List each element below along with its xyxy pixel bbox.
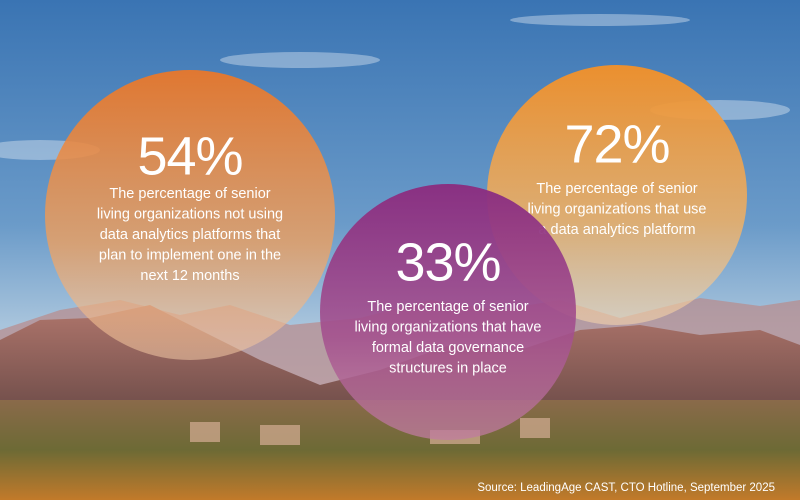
stat-description: living organizations not using bbox=[97, 206, 283, 222]
stat-value: 72% bbox=[564, 114, 669, 174]
source: Source: LeadingAge CAST, CTO Hotline, Se… bbox=[477, 482, 775, 494]
stat-value: 54% bbox=[137, 126, 242, 186]
stat-description: The percentage of senior bbox=[367, 299, 528, 315]
stat-description: living organizations that use bbox=[528, 201, 707, 217]
bubble bbox=[45, 70, 335, 360]
stat-description: structures in place bbox=[389, 360, 507, 376]
stat-description: data analytics platforms that bbox=[100, 227, 281, 243]
stat-description: living organizations that have bbox=[354, 319, 541, 335]
stat-bubble: 54%The percentage of senior living organi… bbox=[45, 70, 335, 360]
stat-value: 33% bbox=[395, 232, 500, 292]
stat-description: formal data governance bbox=[372, 340, 524, 356]
stat-description: next 12 months bbox=[140, 268, 239, 284]
stat-description: a data analytics platform bbox=[538, 222, 695, 238]
stat-description: plan to implement one in the bbox=[99, 247, 281, 263]
stat-description: The percentage of senior bbox=[536, 181, 697, 197]
bubble bbox=[320, 184, 576, 440]
stat-description: The percentage of senior bbox=[109, 186, 270, 202]
stat-bubble: 33% The percentage of senior living organi… bbox=[320, 184, 576, 440]
